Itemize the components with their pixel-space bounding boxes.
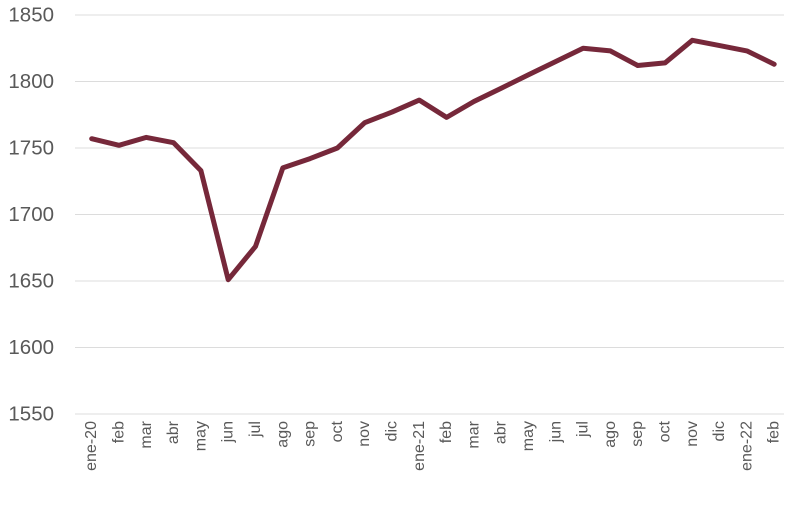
x-tick-label: dic bbox=[711, 421, 728, 441]
y-tick-label: 1650 bbox=[8, 270, 54, 293]
x-tick-label: feb bbox=[438, 421, 455, 443]
x-tick-label: may bbox=[192, 421, 209, 451]
x-tick-label: mar bbox=[138, 420, 155, 448]
x-tick-label: ago bbox=[274, 421, 291, 448]
x-tick-label: ene-21 bbox=[411, 421, 428, 471]
data-line bbox=[89, 37, 777, 283]
y-tick-label: 1550 bbox=[8, 403, 54, 426]
x-tick-label: oct bbox=[329, 420, 346, 442]
x-tick-label: may bbox=[520, 421, 537, 451]
x-tick-label: jun bbox=[547, 421, 564, 443]
x-tick-label: abr bbox=[493, 420, 510, 444]
x-tick-label: ago bbox=[602, 421, 619, 448]
x-tick-label: jul bbox=[247, 421, 264, 438]
x-tick-label: ene-22 bbox=[738, 421, 755, 471]
x-tick-label: dic bbox=[384, 421, 401, 441]
y-tick-label: 1700 bbox=[8, 203, 54, 226]
x-tick-label: feb bbox=[766, 421, 783, 443]
x-tick-label: mar bbox=[465, 420, 482, 448]
x-tick-label: sep bbox=[629, 421, 646, 447]
x-tick-label: oct bbox=[657, 420, 674, 442]
x-tick-label: feb bbox=[111, 421, 128, 443]
x-tick-label: nov bbox=[684, 421, 701, 447]
y-tick-label: 1850 bbox=[8, 4, 54, 27]
x-tick-label: jul bbox=[575, 421, 592, 438]
y-tick-label: 1750 bbox=[8, 137, 54, 160]
x-tick-label: jun bbox=[220, 421, 237, 443]
x-tick-label: nov bbox=[356, 421, 373, 447]
y-tick-label: 1600 bbox=[8, 336, 54, 359]
x-tick-label: sep bbox=[302, 421, 319, 447]
y-tick-label: 1800 bbox=[8, 70, 54, 93]
x-tick-label: ene-20 bbox=[83, 421, 100, 471]
x-tick-label: abr bbox=[165, 420, 182, 444]
